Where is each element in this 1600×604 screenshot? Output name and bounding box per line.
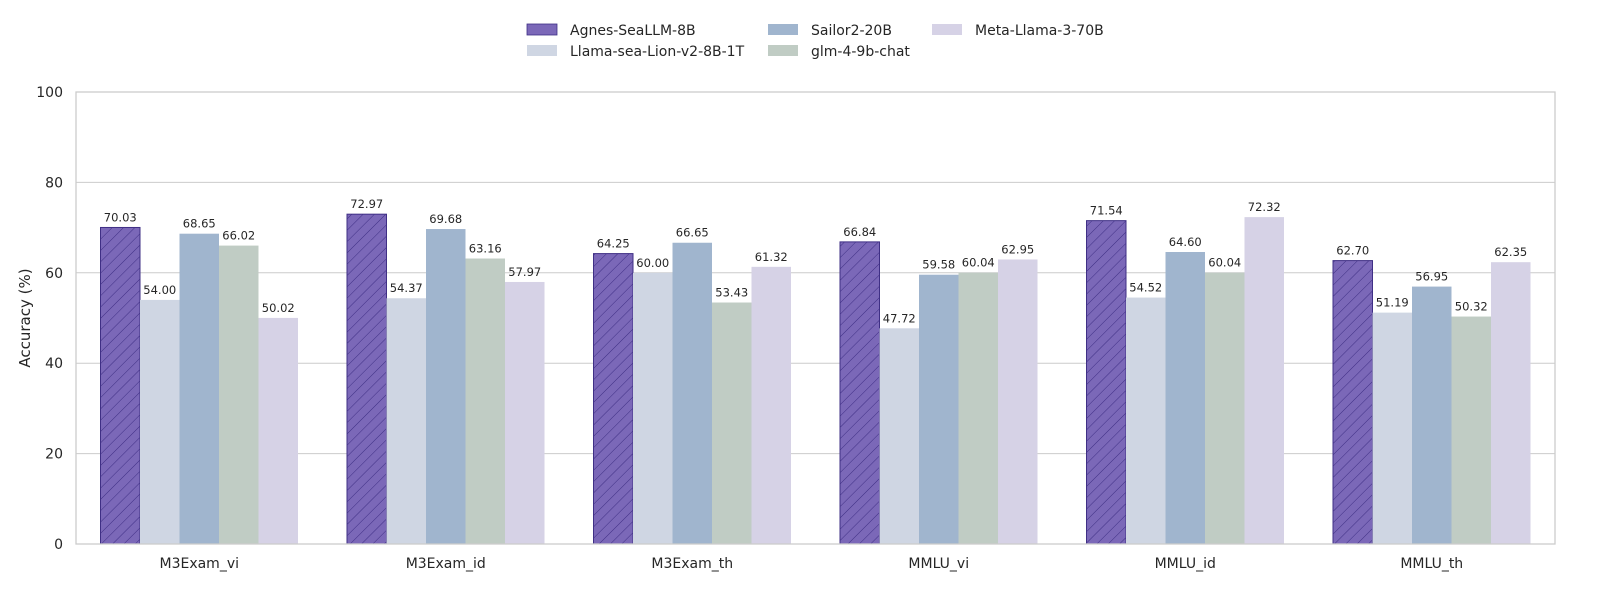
y-tick-label: 80 [45,175,63,191]
bar-value-label: 47.72 [883,311,916,325]
bar [839,241,880,545]
y-tick-label: 0 [54,537,63,553]
bar-value-label: 62.35 [1494,245,1527,259]
legend-item: Meta-Llama-3-70B [932,23,1104,39]
y-tick-label: 60 [45,266,63,282]
bar [593,253,634,545]
x-tick-label: M3Exam_vi [159,556,239,572]
x-tick-label: MMLU_vi [908,556,969,572]
plot-frame [75,91,1556,545]
x-tick-label: M3Exam_id [406,556,486,572]
bar [633,272,673,544]
bar-value-label: 62.95 [1001,242,1034,256]
bar [998,259,1038,544]
bars [100,213,1531,545]
bar [346,213,387,545]
y-tick-label: 100 [36,85,63,101]
legend-swatch [526,23,558,36]
bar [1451,316,1491,544]
bar [751,266,791,544]
bar [1165,252,1205,544]
bar [879,328,919,544]
bar-value-label: 60.04 [1208,256,1241,270]
bar [100,226,141,545]
legend: Agnes-SeaLLM-8B Llama-sea-Lion-v2-8B-1T Sa… [526,23,1104,60]
bar [1086,220,1127,545]
bar [386,298,426,544]
legend-swatch [768,45,798,56]
legend-item: Agnes-SeaLLM-8B [526,23,696,39]
legend-swatch [768,24,798,35]
legend-item: Sailor2-20B [768,23,892,39]
legend-item: glm-4-9b-chat [768,44,910,60]
bar-value-label: 56.95 [1415,270,1448,284]
bar [712,302,752,544]
legend-item: Llama-sea-Lion-v2-8B-1T [527,44,745,60]
bar-value-label: 61.32 [755,250,788,264]
bar [219,245,259,544]
bar-value-label: 70.03 [104,210,137,224]
bar [505,281,545,544]
x-tick-label: M3Exam_th [651,556,733,572]
bar-value-label: 69.68 [429,212,462,226]
x-tick-label: MMLU_th [1400,556,1463,572]
bar [1126,297,1166,544]
legend-label: glm-4-9b-chat [811,44,910,60]
bar-value-label: 60.04 [962,256,995,270]
data-labels: 70.03 54.00 68.65 66.02 50.02 72.97 54.37 69.68… [104,197,1527,325]
bar-value-label: 50.02 [262,301,295,315]
legend-label: Meta-Llama-3-70B [975,23,1104,39]
bar-value-label: 50.32 [1455,300,1488,314]
legend-swatch [932,24,962,35]
bar-value-label: 62.70 [1336,244,1369,258]
bar-value-label: 57.97 [508,265,541,279]
bar-value-label: 71.54 [1090,204,1123,218]
bar [1244,217,1284,545]
bar-value-label: 68.65 [183,217,216,231]
bar [258,317,298,544]
legend-swatch [527,45,557,56]
bar-value-label: 54.00 [143,283,176,297]
bar [1491,262,1531,544]
bar-value-label: 63.16 [469,242,502,256]
bar [1372,312,1412,544]
legend-label: Sailor2-20B [811,23,892,39]
bar-value-label: 72.32 [1248,200,1281,214]
legend-label: Agnes-SeaLLM-8B [570,23,696,39]
bar [1412,286,1452,544]
bar-value-label: 53.43 [715,285,748,299]
bar-value-label: 54.52 [1129,281,1162,295]
bar-value-label: 60.00 [636,256,669,270]
bar-value-label: 64.60 [1169,235,1202,249]
bar [919,274,959,544]
bar [1332,260,1373,545]
axes: 0 20 40 60 80 100 M3Exam_vi M3Exam_id M3Exam_th M… [16,85,1556,572]
bar-value-label: 54.37 [390,281,423,295]
bar [140,299,180,544]
bar [672,242,712,544]
bar-value-label: 66.84 [843,225,876,239]
bar-value-label: 66.65 [676,226,709,240]
bar-value-label: 51.19 [1376,296,1409,310]
bar-value-label: 59.58 [922,258,955,272]
bar-value-label: 72.97 [350,197,383,211]
x-tick-label: MMLU_id [1155,556,1216,572]
bar [179,233,219,544]
bar [1205,272,1245,544]
legend-label: Llama-sea-Lion-v2-8B-1T [570,44,745,60]
y-tick-label: 20 [45,447,63,463]
bar [465,258,505,544]
y-axis-label: Accuracy (%) [16,268,34,367]
bar-value-label: 64.25 [597,237,630,251]
bar [426,229,466,545]
y-tick-label: 40 [45,356,63,372]
bar-value-label: 66.02 [222,229,255,243]
bar [958,272,998,544]
